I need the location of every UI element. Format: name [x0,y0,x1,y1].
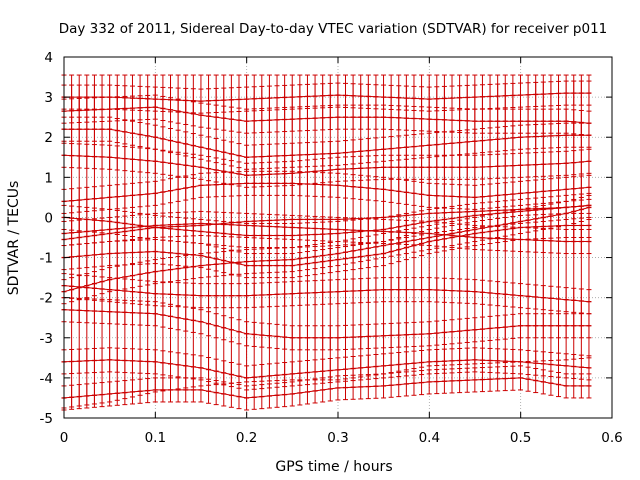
y-tick-label: -1 [40,251,53,267]
series-line [63,309,589,339]
y-tick-label: 4 [44,50,53,66]
x-tick-label: 0.3 [327,430,348,446]
series-9 [61,94,592,136]
series-11 [61,347,592,391]
series-4 [61,210,592,255]
series-1 [61,74,592,409]
x-tick-label: 0.2 [236,430,257,446]
series-14 [61,142,592,188]
y-tick-label: -5 [40,411,53,427]
x-tick-label: 0.1 [145,430,166,446]
series-line [63,182,590,202]
series-line [63,359,590,379]
series-line [63,222,589,242]
chart-title: Day 332 of 2011, Sidereal Day-to-day VTE… [59,21,608,37]
series-13 [61,273,592,315]
series-5 [61,212,592,279]
y-tick-label: -2 [40,291,53,307]
series-line [63,204,590,240]
x-tick-label: 0 [60,430,69,446]
y-axis-label: SDTVAR / TECUs [6,181,22,296]
series-line [63,225,589,267]
data-series [61,74,592,411]
series-line [63,207,590,293]
series-10 [61,365,592,411]
y-tick-label: -3 [40,331,53,347]
x-tick-label: 0.4 [419,430,440,446]
series-line [63,106,590,124]
y-tick-label: 1 [44,170,53,186]
series-line [63,285,590,303]
series-line [63,377,589,399]
series-line [63,204,590,236]
y-tick-label: 0 [44,210,53,226]
series-7 [61,116,592,170]
x-axis-label: GPS time / hours [275,459,392,475]
series-12 [61,297,592,351]
x-tick-label: 0.5 [510,430,531,446]
series-line [64,128,589,158]
x-tick-label: 0.6 [601,430,622,446]
series-line [63,154,590,176]
axis-ticks: 0 0.1 0.2 0.3 0.4 0.5 0.6 -5 -4 -3 -2 -1 0 1 2 3 4 [40,50,623,446]
y-tick-label: -4 [40,371,53,387]
y-tick-label: 3 [44,90,53,106]
series-line [64,92,589,102]
y-tick-label: 2 [44,130,53,146]
